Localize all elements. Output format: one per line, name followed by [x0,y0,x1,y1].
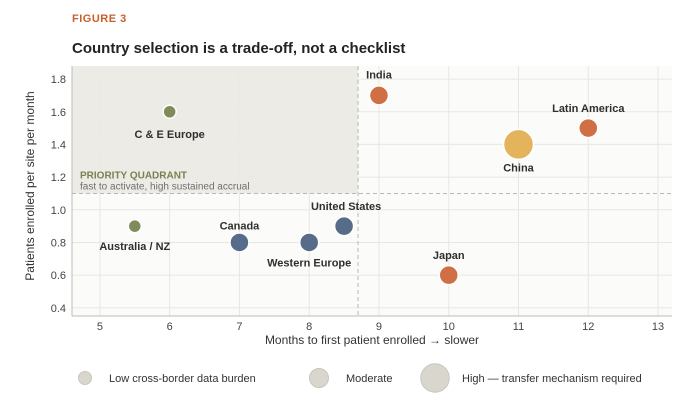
x-tick-label: 13 [652,321,664,333]
point-india [368,85,390,106]
figure-label: FIGURE 3 [72,13,127,25]
y-tick-label: 1.6 [51,107,66,119]
x-tick-label: 5 [97,321,103,333]
point-label-latin-america: Latin America [552,103,625,115]
point-label-japan: Japan [433,250,465,262]
chart-title: Country selection is a trade-off, not a … [72,40,405,57]
y-tick-label: 0.4 [51,303,66,315]
x-tick-label: 11 [513,321,524,333]
point-australia-nz [127,218,143,234]
priority-quadrant-shade [72,66,359,194]
y-axis-title: Patients enrolled per site per month [23,91,37,280]
legend-swatch-low [78,371,92,385]
data-points: C & E Europe Australia / NZ Canada Western … [99,69,625,286]
legend: Low cross-border data burden Moderate High… [78,363,642,393]
y-tick-label: 1.4 [51,139,66,151]
point-label-australia-nz: Australia / NZ [99,241,170,253]
point-label-c-e-europe: C & E Europe [135,129,205,141]
y-tick-label: 0.8 [51,237,66,249]
point-western-europe [298,232,320,253]
point-china [502,128,535,161]
legend-label-high: High — transfer mechanism required [462,373,642,385]
point-label-western-europe: Western Europe [267,257,351,269]
x-axis-title: Months to first patient enrolled → slowe… [265,333,479,347]
y-tick-label: 1.2 [51,172,66,184]
point-label-china: China [503,162,534,174]
point-united-states [333,215,355,237]
point-label-united-states: United States [311,201,381,213]
y-tick-label: 1.0 [51,205,66,217]
point-c-e-europe [162,104,177,120]
legend-swatch-high [420,363,450,393]
quadrant-title: PRIORITY QUADRANT [80,170,187,181]
point-latin-america [578,117,599,139]
point-label-india: India [366,69,393,81]
x-tick-label: 12 [582,321,594,333]
x-tick-label: 7 [236,321,242,333]
y-tick-label: 0.6 [51,270,66,282]
point-japan [438,264,459,286]
quadrant-subtitle: fast to activate, high sustained accrual [80,181,250,192]
axes: 5 6 7 8 9 10 11 12 13 0.4 0.6 0.8 1.0 1.2 1.4 1.6 1.8 [51,66,672,333]
legend-label-moderate: Moderate [346,373,392,385]
x-tick-label: 8 [306,321,312,333]
point-canada [229,232,250,253]
x-tick-label: 6 [167,321,173,333]
point-label-canada: Canada [220,220,261,232]
y-tick-label: 1.8 [51,74,66,86]
x-tick-label: 10 [443,321,455,333]
x-tick-label: 9 [376,321,382,333]
legend-label-low: Low cross-border data burden [109,373,256,385]
legend-swatch-moderate [309,368,329,388]
